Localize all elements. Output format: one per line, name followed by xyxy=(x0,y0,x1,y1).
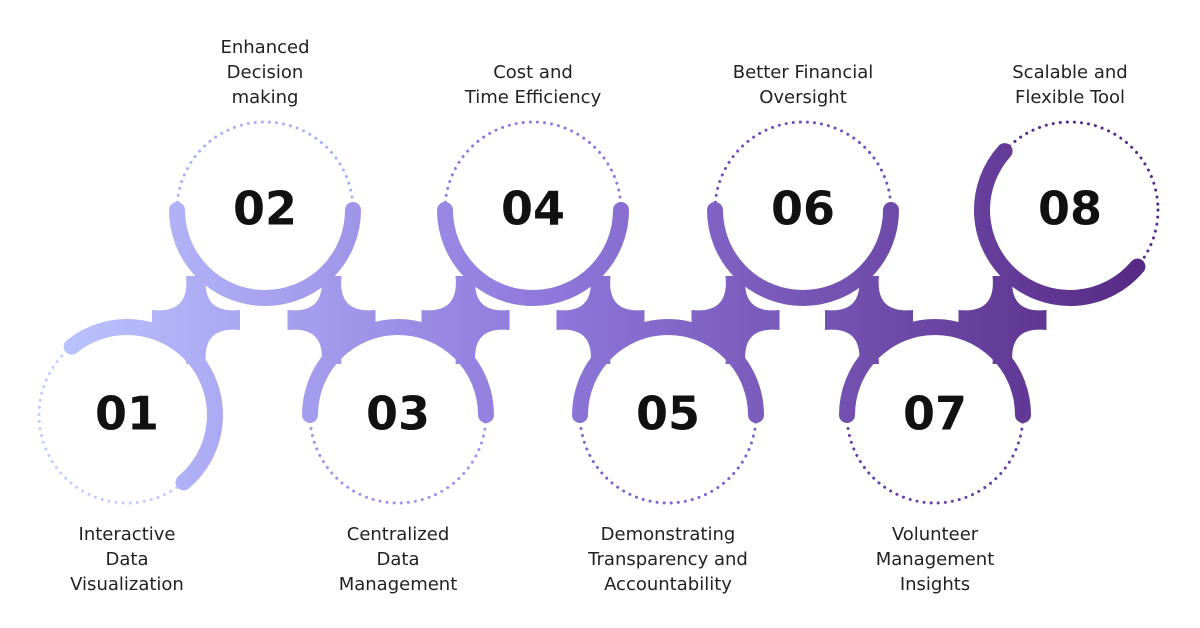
step-label: Volunteer xyxy=(892,524,979,545)
step-label: Decision xyxy=(227,62,304,83)
connector xyxy=(152,276,240,364)
step-label: Centralized xyxy=(347,524,450,545)
step-label: Flexible Tool xyxy=(1015,87,1125,108)
thick-arc xyxy=(707,202,899,306)
step-label: Scalable and xyxy=(1012,62,1127,83)
step-number: 02 xyxy=(233,182,297,236)
step-number: 03 xyxy=(366,387,430,441)
step-number: 04 xyxy=(501,182,565,236)
thick-arc xyxy=(169,202,361,306)
step-label: Demonstrating xyxy=(601,524,736,545)
connector xyxy=(825,276,913,364)
thick-arc xyxy=(63,319,223,491)
step-label: Visualization xyxy=(70,574,184,595)
step-label: Insights xyxy=(900,574,970,595)
connector xyxy=(556,276,645,364)
connector xyxy=(691,276,780,364)
thick-arc xyxy=(839,319,1031,423)
thick-arc xyxy=(974,143,1146,306)
step-number: 01 xyxy=(95,387,159,441)
connector xyxy=(958,276,1047,364)
step-label: Data xyxy=(377,549,420,570)
step-label: Data xyxy=(106,549,149,570)
step-label: Management xyxy=(876,549,995,570)
step-label: Transparency and xyxy=(587,549,748,570)
step-label: Better Financial xyxy=(733,62,874,83)
thick-arc xyxy=(437,202,629,306)
step-label: Enhanced xyxy=(220,37,309,58)
thick-arc xyxy=(572,319,764,423)
connector xyxy=(421,276,510,364)
connector xyxy=(287,276,376,364)
step-label: Management xyxy=(339,574,458,595)
step-number: 07 xyxy=(903,387,967,441)
step-label: Interactive xyxy=(79,524,176,545)
step-label: Accountability xyxy=(604,574,732,595)
step-label: Time Efficiency xyxy=(464,87,602,108)
step-label: making xyxy=(232,87,299,108)
step-number: 06 xyxy=(771,182,835,236)
thick-arc xyxy=(302,319,494,423)
step-number: 08 xyxy=(1038,182,1102,236)
step-label: Cost and xyxy=(493,62,573,83)
step-label: Oversight xyxy=(759,87,847,108)
step-number: 05 xyxy=(636,387,700,441)
